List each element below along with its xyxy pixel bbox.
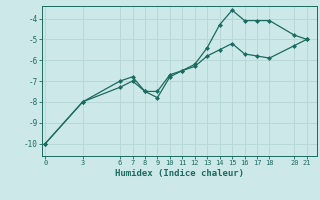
X-axis label: Humidex (Indice chaleur): Humidex (Indice chaleur) <box>115 169 244 178</box>
